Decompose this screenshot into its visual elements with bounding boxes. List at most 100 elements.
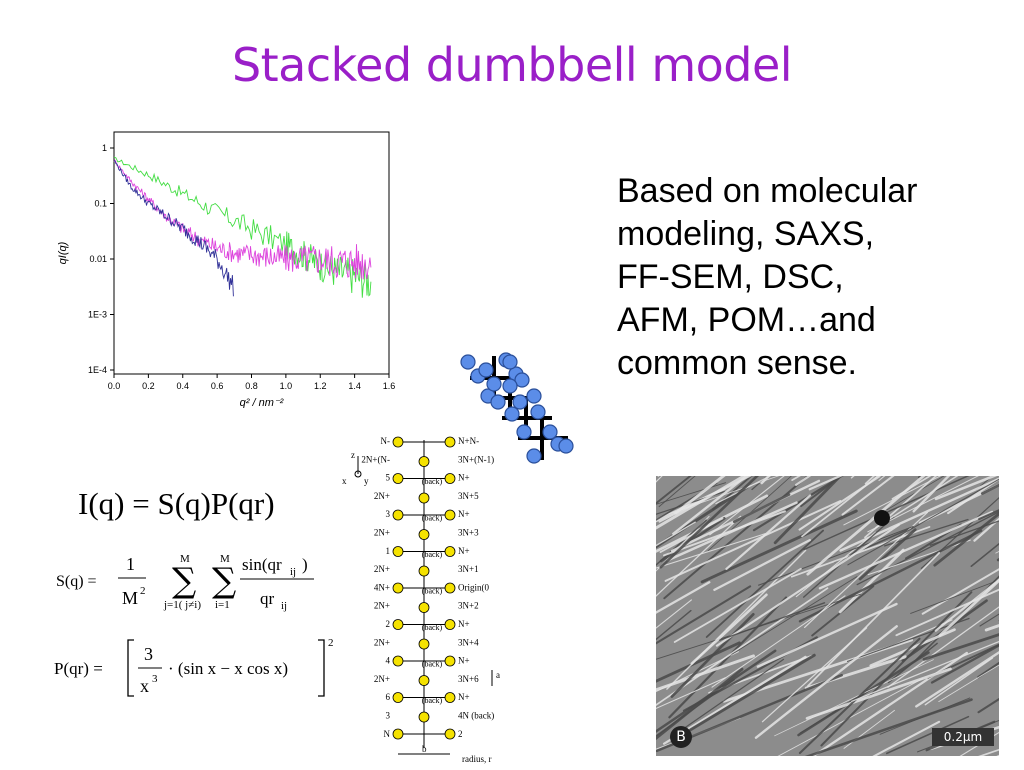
schematic-right-label: N+ [458,473,470,483]
layer-node [393,729,403,739]
y-tick-label: 0.01 [89,254,107,264]
x-tick-label: 0.2 [142,381,155,391]
micrograph-texture [656,476,999,756]
layer-node [393,437,403,447]
sq-lhs: S(q) = [56,573,97,590]
schematic-right-label: N+N- [458,436,479,446]
schematic-left-label: N [384,729,391,739]
schematic-right-label: 3N+3 [458,528,479,538]
layer-node [393,693,403,703]
sq-frac-den: qr [260,589,275,608]
x-tick-label: 0.6 [211,381,224,391]
back-label: (back) [422,514,443,523]
axis-label-z: z [351,450,355,460]
schematic-right-label: Origin(0 [458,582,489,592]
layer-node [445,437,455,447]
series-line [114,160,371,279]
sum2-bottom: i=1 [215,599,230,611]
schematic-right-label: 3N+2 [458,601,479,611]
y-tick-label: 1E-3 [88,310,107,320]
x-tick-label: 1.0 [280,381,293,391]
axis-label-b: b [422,744,427,754]
schematic-left-label: 3 [386,711,391,721]
slide-title: Stacked dumbbell model [0,38,1024,92]
back-label: (back) [422,477,443,486]
sq-frac-num: sin(qr [242,555,282,574]
axis-label-a: a [496,670,500,680]
y-tick-label: 0.1 [94,199,107,209]
pq-num: 3 [144,644,153,664]
series-line [114,157,371,298]
schematic-left-label: 2N+ [374,491,390,501]
back-label: (back) [422,550,443,559]
schematic-left-label: 2N+ [374,674,390,684]
schematic-left-label: 5 [386,473,391,483]
dark-particle [874,510,890,526]
pq-lhs: P(qr) = [54,659,103,678]
layer-node [445,510,455,520]
back-label: (back) [422,587,443,596]
layer-node [419,457,429,467]
series-line [114,161,233,296]
back-label: (back) [422,623,443,632]
schematic-right-label: 4N (back) [458,711,494,721]
schematic-right-label: 3N+5 [458,491,479,501]
ff-sem-micrograph: B 0.2μm [656,476,999,756]
sq-frac-num-sub: ij [290,566,296,578]
x-tick-label: 1.6 [383,381,396,391]
pq-den-exp: 3 [152,673,158,685]
layer-node [445,729,455,739]
sum1-bottom: j=1( j≠i) [163,599,201,611]
schematic-left-label: 2N+(N- [361,454,390,464]
schematic-left-label: 4 [386,656,391,666]
layer-node [393,583,403,593]
sq-den-exp: 2 [140,585,146,597]
schematic-right-label: N+ [458,546,470,556]
layer-node [393,620,403,630]
sq-num: 1 [126,554,135,574]
schematic-left-label: 2 [386,619,391,629]
schematic-left-label: 2N+ [374,601,390,611]
schematic-right-label: N+ [458,692,470,702]
schematic-left-label: N- [381,436,391,446]
schematic-right-label: N+ [458,619,470,629]
schematic-left-label: 2N+ [374,564,390,574]
layer-node [445,474,455,484]
scale-bar: 0.2μm [932,728,994,746]
layer-node [419,639,429,649]
panel-label-badge: B [670,726,692,748]
pq-den: x [140,676,149,696]
equation-pq: P(qr) = 3 x 3 · (sin x − x cos x) 2 [52,634,342,704]
layer-node [445,656,455,666]
y-axis-label: qI(q) [57,241,69,264]
layer-node [393,510,403,520]
layer-node [419,566,429,576]
back-label: (back) [422,660,443,669]
schematic-right-label: 3N+6 [458,674,479,684]
x-tick-label: 1.4 [348,381,361,391]
schematic-right-label: N+ [458,509,470,519]
layer-node [445,693,455,703]
layer-node [393,547,403,557]
layer-node [419,493,429,503]
axis-label-radius: radius, r [462,754,492,764]
sum2-sigma: ∑ [212,561,236,601]
sq-den: M [122,588,138,608]
pq-body: · (sin x − x cos x) [168,659,288,678]
layer-node [445,620,455,630]
schematic-left-label: 1 [386,546,391,556]
layer-node [393,656,403,666]
x-tick-label: 0.0 [108,381,121,391]
layer-node [419,530,429,540]
layer-node [419,603,429,613]
sq-frac-num-close: ) [302,555,308,574]
y-tick-label: 1E-4 [88,365,107,375]
schematic-left-label: 4N+ [374,582,390,592]
x-tick-label: 0.4 [176,381,189,391]
layer-node [419,676,429,686]
schematic-left-label: 3 [386,509,391,519]
schematic-left-label: 2N+ [374,637,390,647]
